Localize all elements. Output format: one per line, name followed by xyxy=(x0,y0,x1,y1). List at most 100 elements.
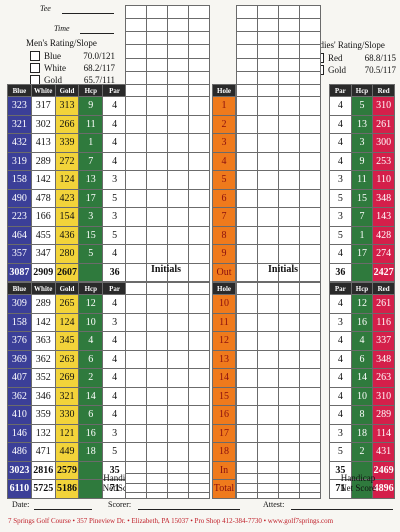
score-cell[interactable] xyxy=(278,423,300,443)
score-cell[interactable] xyxy=(125,405,147,425)
score-cell[interactable] xyxy=(236,188,258,208)
score-cell[interactable] xyxy=(236,312,258,332)
score-cell[interactable] xyxy=(167,188,189,208)
score-cell[interactable] xyxy=(188,151,210,171)
score-cell[interactable] xyxy=(257,4,279,20)
score-cell[interactable] xyxy=(146,244,168,264)
score-cell[interactable] xyxy=(236,84,258,97)
score-cell[interactable] xyxy=(257,18,279,33)
score-cell[interactable] xyxy=(299,386,321,406)
score-cell[interactable] xyxy=(188,312,210,332)
score-cell[interactable] xyxy=(257,44,279,59)
score-cell[interactable] xyxy=(146,96,168,116)
score-cell[interactable] xyxy=(167,405,189,425)
score-cell[interactable] xyxy=(167,84,189,97)
score-cell[interactable] xyxy=(167,423,189,443)
score-cell[interactable] xyxy=(188,423,210,443)
score-cell[interactable] xyxy=(257,482,279,493)
score-cell[interactable] xyxy=(188,207,210,227)
score-cell[interactable] xyxy=(236,423,258,443)
score-cell[interactable] xyxy=(236,151,258,171)
score-cell[interactable] xyxy=(299,57,321,72)
score-cell[interactable] xyxy=(188,57,210,72)
score-cell[interactable] xyxy=(299,331,321,351)
score-cell[interactable] xyxy=(299,151,321,171)
score-cell[interactable] xyxy=(125,151,147,171)
score-cell[interactable] xyxy=(299,473,321,484)
score-cell[interactable] xyxy=(236,70,258,86)
score-cell[interactable] xyxy=(278,225,300,245)
score-cell[interactable] xyxy=(125,482,147,493)
score-cell[interactable] xyxy=(167,482,189,493)
score-cell[interactable] xyxy=(236,349,258,369)
score-cell[interactable] xyxy=(299,262,321,282)
score-cell[interactable] xyxy=(236,4,258,20)
score-cell[interactable] xyxy=(257,349,279,369)
score-cell[interactable] xyxy=(236,262,258,282)
score-cell[interactable] xyxy=(125,262,147,282)
score-cell[interactable] xyxy=(278,244,300,264)
score-cell[interactable] xyxy=(167,331,189,351)
score-cell[interactable] xyxy=(299,114,321,134)
score-cell[interactable] xyxy=(188,170,210,190)
score-cell[interactable] xyxy=(125,349,147,369)
score-cell[interactable] xyxy=(167,31,189,46)
score-cell[interactable] xyxy=(125,386,147,406)
score-cell[interactable] xyxy=(257,282,279,295)
score-cell[interactable] xyxy=(299,225,321,245)
score-cell[interactable] xyxy=(125,18,147,33)
score-cell[interactable] xyxy=(278,133,300,153)
score-cell[interactable] xyxy=(146,4,168,20)
score-cell[interactable] xyxy=(146,349,168,369)
score-cell[interactable] xyxy=(125,331,147,351)
score-cell[interactable] xyxy=(125,207,147,227)
score-cell[interactable] xyxy=(299,349,321,369)
score-cell[interactable] xyxy=(146,44,168,59)
score-cell[interactable] xyxy=(167,294,189,314)
score-cell[interactable] xyxy=(188,262,210,282)
score-cell[interactable] xyxy=(278,4,300,20)
score-cell[interactable] xyxy=(257,405,279,425)
score-cell[interactable] xyxy=(188,442,210,462)
score-cell[interactable] xyxy=(236,442,258,462)
score-cell[interactable] xyxy=(188,70,210,86)
score-cell[interactable] xyxy=(236,282,258,295)
checkbox-blue[interactable] xyxy=(30,51,40,61)
score-cell[interactable] xyxy=(146,294,168,314)
score-cell[interactable] xyxy=(278,170,300,190)
score-cell[interactable] xyxy=(146,31,168,46)
score-cell[interactable] xyxy=(167,262,189,282)
score-cell[interactable] xyxy=(188,482,210,493)
score-cell[interactable] xyxy=(299,244,321,264)
score-cell[interactable] xyxy=(188,18,210,33)
score-cell[interactable] xyxy=(125,96,147,116)
score-cell[interactable] xyxy=(125,244,147,264)
score-cell[interactable] xyxy=(299,170,321,190)
score-cell[interactable] xyxy=(188,349,210,369)
score-cell[interactable] xyxy=(257,386,279,406)
score-cell[interactable] xyxy=(188,282,210,295)
score-cell[interactable] xyxy=(146,386,168,406)
score-cell[interactable] xyxy=(188,44,210,59)
score-cell[interactable] xyxy=(146,282,168,295)
score-cell[interactable] xyxy=(188,473,210,484)
score-cell[interactable] xyxy=(257,442,279,462)
score-cell[interactable] xyxy=(167,114,189,134)
score-cell[interactable] xyxy=(146,442,168,462)
score-cell[interactable] xyxy=(188,331,210,351)
score-cell[interactable] xyxy=(278,368,300,388)
score-cell[interactable] xyxy=(278,331,300,351)
score-cell[interactable] xyxy=(146,331,168,351)
score-cell[interactable] xyxy=(167,57,189,72)
score-cell[interactable] xyxy=(257,423,279,443)
score-cell[interactable] xyxy=(167,151,189,171)
score-cell[interactable] xyxy=(299,207,321,227)
score-cell[interactable] xyxy=(167,282,189,295)
score-cell[interactable] xyxy=(257,114,279,134)
score-cell[interactable] xyxy=(167,70,189,86)
score-cell[interactable] xyxy=(188,4,210,20)
score-cell[interactable] xyxy=(278,96,300,116)
score-cell[interactable] xyxy=(188,84,210,97)
checkbox-white[interactable] xyxy=(30,63,40,73)
score-cell[interactable] xyxy=(167,44,189,59)
